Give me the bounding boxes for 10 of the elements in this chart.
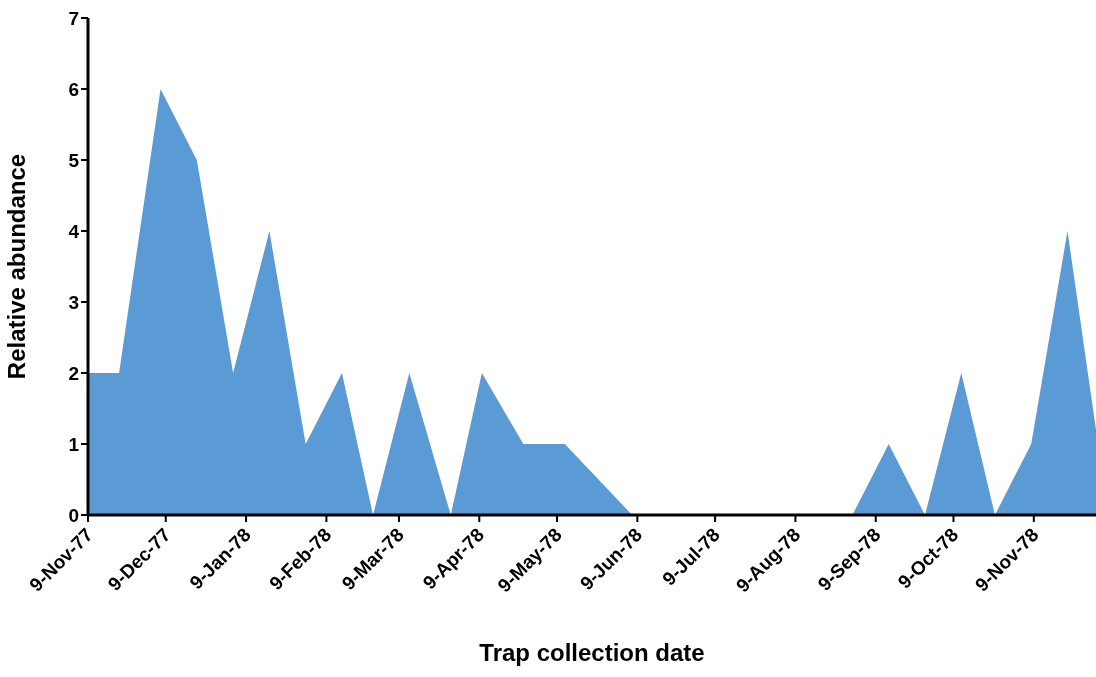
y-tick-label: 4 — [68, 220, 80, 242]
y-tick-label: 5 — [68, 149, 80, 171]
y-tick-label: 3 — [68, 291, 79, 313]
y-tick-label: 2 — [68, 362, 79, 384]
y-tick-label: 7 — [68, 7, 79, 29]
y-tick-label: 0 — [68, 504, 79, 526]
y-axis-title: Relative abundance — [2, 153, 30, 380]
y-tick-label: 1 — [68, 433, 80, 455]
x-axis-title: Trap collection date — [479, 639, 705, 666]
y-tick-label: 6 — [68, 78, 79, 100]
